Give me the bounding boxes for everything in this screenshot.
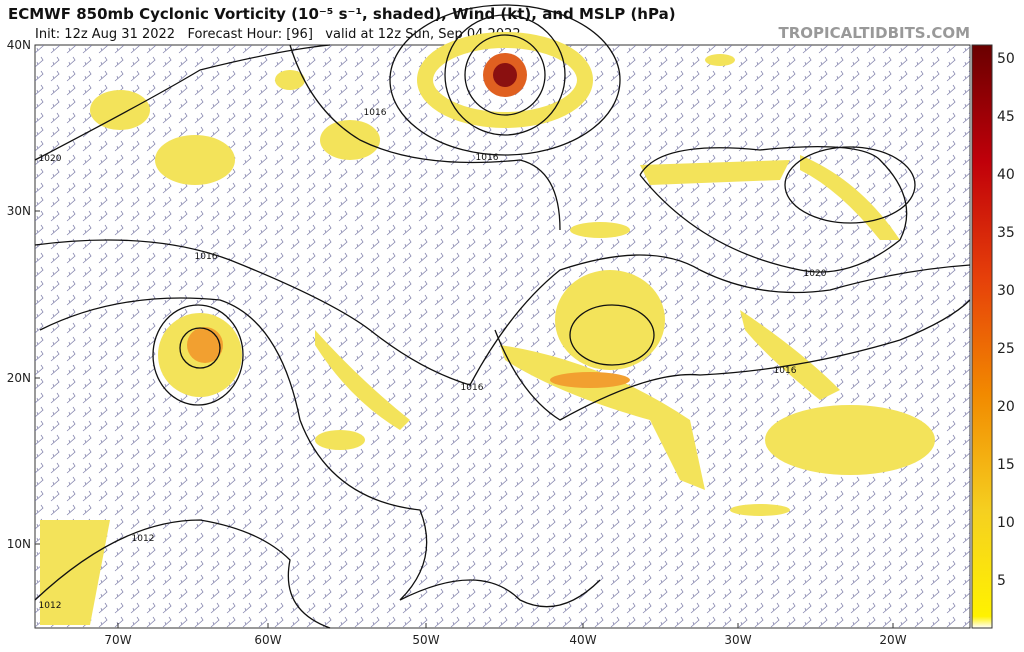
isobar-label: 1016: [476, 153, 499, 163]
vorticity-core: [187, 53, 630, 388]
subtitle: Init: 12z Aug 31 2022 Forecast Hour: [96…: [35, 27, 521, 42]
lon-label: 60W: [254, 633, 281, 647]
isobar-label: 1012: [132, 534, 155, 544]
isobar-label: 1012: [39, 601, 62, 611]
colorbar: [971, 44, 993, 629]
isobar-label: 1016: [364, 108, 387, 118]
colorbar-label: 10: [997, 515, 1015, 531]
colorbar-label: 45: [997, 109, 1015, 125]
isobar-label: 1016: [461, 383, 484, 393]
colorbar-label: 40: [997, 167, 1015, 183]
isobars: [34, 4, 971, 629]
lat-label: 30N: [7, 204, 31, 218]
lon-label: 70W: [104, 633, 131, 647]
lon-label: 30W: [724, 633, 751, 647]
map: 1016 1020 1016 1016 1020 1016 1016 1012 …: [34, 4, 971, 629]
colorbar-label: 15: [997, 457, 1015, 473]
colorbar-labels: 50 45 40 35 30 25 20 15 10 5: [997, 51, 1015, 589]
lat-label: 10N: [7, 537, 31, 551]
colorbar-label: 5: [997, 573, 1006, 589]
colorbar-label: 30: [997, 283, 1015, 299]
isobar-label: 1020: [804, 269, 827, 279]
lat-label: 20N: [7, 371, 31, 385]
colorbar-label: 25: [997, 341, 1015, 357]
lon-label: 50W: [412, 633, 439, 647]
colorbar-label: 50: [997, 51, 1015, 67]
lon-label: 40W: [569, 633, 596, 647]
colorbar-label: 20: [997, 399, 1015, 415]
lon-label: 20W: [879, 633, 906, 647]
isobar-label: 1020: [39, 154, 62, 164]
lat-label: 40N: [7, 38, 31, 52]
colorbar-label: 35: [997, 225, 1015, 241]
source: TROPICALTIDBITS.COM: [779, 24, 971, 42]
isobar-label: 1016: [774, 366, 797, 376]
isobar-label: 1016: [195, 252, 218, 262]
title: ECMWF 850mb Cyclonic Vorticity (10⁻⁵ s⁻¹…: [8, 5, 676, 23]
axes: 40N 30N 20N 10N 70W 60W 50W 40W 30W 20W: [7, 38, 907, 647]
